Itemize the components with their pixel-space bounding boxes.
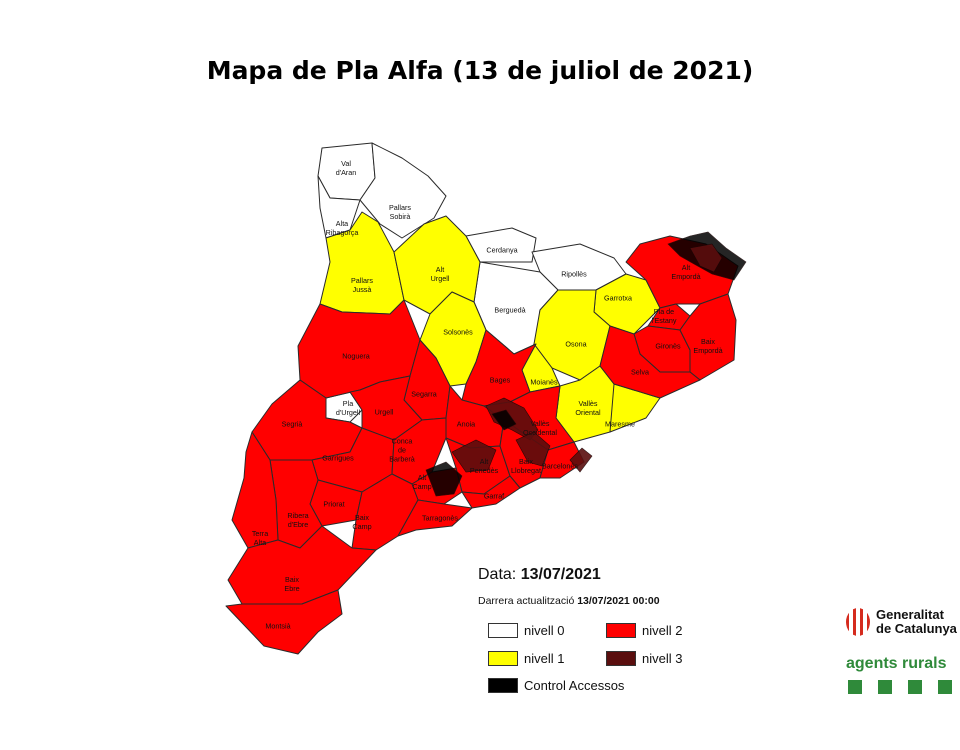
label-alt-urgell: Alt Urgell (431, 265, 450, 283)
region-baix-ebre (227, 525, 377, 605)
region-selva (599, 325, 701, 399)
label-segarra: Segarra (411, 390, 437, 399)
label-alt-camp: Alt Camp (412, 473, 431, 491)
label-cerdanya: Cerdanya (486, 246, 517, 255)
zone-ordal (451, 439, 497, 473)
label-alt-penedes: Alt Penedès (470, 457, 499, 475)
label-girones: Gironès (655, 342, 681, 351)
legend-date: Data: 13/07/2021 (478, 566, 601, 584)
label-baix-emporda: Baix Empordà (693, 337, 722, 355)
legend-item-control-accessos: Control Accessos (488, 676, 624, 694)
label-pla-d-urgell: Pla d'Urgell (336, 399, 361, 417)
label-solsones: Solsonès (443, 328, 473, 337)
updated-value: 13/07/2021 00:00 (577, 595, 660, 607)
label-garrotxa: Garrotxa (604, 294, 632, 303)
zone-sant-llorenc-del-munt (491, 409, 517, 431)
legend-swatch-nivell-3 (606, 650, 636, 666)
label-alt-emporda: Alt Empordà (671, 263, 700, 281)
legend-updated: Darrera actualització 13/07/2021 00:00 (478, 595, 660, 607)
label-pla-de-l-estany: Pla de l'Estany (652, 307, 677, 325)
label-anoia: Anoia (457, 420, 475, 429)
legend-swatch-control-accessos (488, 677, 518, 693)
label-tarragones: Tarragonès (422, 514, 458, 523)
label-selva: Selva (631, 368, 649, 377)
label-moianes: Moianès (530, 378, 558, 387)
senyera-icon (846, 608, 870, 636)
label-alta-ribagorca: Alta Ribagorça (326, 219, 359, 237)
legend-label-nivell-0: nivell 0 (524, 622, 565, 638)
generalitat-line1: Generalitat (876, 607, 944, 622)
legend-item-nivell-2: nivell 2 (606, 621, 682, 639)
agents-rurals-logo: agents rurals (846, 655, 947, 672)
region-tarragones (397, 499, 473, 537)
label-pallars-sobira: Pallars Sobirà (389, 203, 411, 221)
brand-block: Generalitat de Catalunya agents rurals (846, 608, 960, 708)
label-val-d-aran: Val d'Aran (336, 159, 357, 177)
legend: Data: 13/07/2021 Darrera actualització 1… (478, 560, 738, 700)
label-ripolles: Ripollès (561, 270, 587, 279)
label-baix-camp: Baix Camp (352, 513, 371, 531)
label-osona: Osona (565, 340, 586, 349)
region-montsia (225, 589, 343, 655)
legend-label-nivell-1: nivell 1 (524, 650, 565, 666)
generalitat-line2: de Catalunya (876, 621, 957, 636)
legend-item-nivell-0: nivell 0 (488, 621, 564, 639)
label-valles-occidental: Vallès Occidental (523, 419, 557, 437)
label-barcelones: Barcelonès (542, 462, 578, 471)
legend-label-nivell-2: nivell 2 (642, 622, 683, 638)
updated-label: Darrera actualització (478, 595, 575, 607)
label-montsia: Montsià (265, 622, 290, 631)
legend-swatch-nivell-2 (606, 622, 636, 638)
label-terra-alta: Terra Alta (252, 529, 268, 547)
region-pallars-sobira (359, 142, 447, 239)
map-title: Mapa de Pla Alfa (13 de juliol de 2021) (206, 56, 754, 85)
label-ribera-d-ebre: Ribera d'Ebre (287, 511, 308, 529)
legend-swatch-nivell-1 (488, 650, 518, 666)
agents-rurals-squares-icon (848, 680, 960, 694)
label-pallars-jussa: Pallars Jussà (351, 276, 373, 294)
region-baix-emporda (679, 293, 737, 381)
label-bergueda: Berguedà (494, 306, 525, 315)
label-maresme: Maresme (605, 420, 635, 429)
label-conca-de-barbera: Conca de Barberà (389, 437, 415, 464)
label-garrigues: Garrigues (322, 454, 354, 463)
zone-alt-emporda-nord (689, 243, 723, 273)
legend-label-nivell-3: nivell 3 (642, 650, 683, 666)
zone-montmell (425, 461, 463, 497)
legend-item-nivell-3: nivell 3 (606, 649, 682, 667)
generalitat-logo: Generalitat de Catalunya (846, 608, 960, 636)
legend-label-control-accessos: Control Accessos (524, 677, 625, 693)
region-urgell (349, 375, 423, 441)
label-baix-llobregat: Baix Llobregat (511, 457, 541, 475)
label-segria: Segrià (282, 420, 303, 429)
label-valles-oriental: Vallès Oriental (575, 399, 601, 417)
legend-item-nivell-1: nivell 1 (488, 649, 564, 667)
label-garraf: Garraf (484, 492, 504, 501)
date-value: 13/07/2021 (520, 566, 601, 583)
legend-swatch-nivell-0 (488, 622, 518, 638)
label-noguera: Noguera (342, 352, 370, 361)
label-urgell: Urgell (375, 408, 394, 417)
zone-serralada-de-marina (569, 447, 593, 473)
label-bages: Bages (490, 376, 511, 385)
date-label: Data: (478, 566, 517, 583)
label-baix-ebre: Baix Ebre (284, 575, 299, 593)
region-alt-urgell (393, 215, 481, 315)
zone-garraf (515, 431, 551, 467)
label-priorat: Priorat (323, 500, 344, 509)
